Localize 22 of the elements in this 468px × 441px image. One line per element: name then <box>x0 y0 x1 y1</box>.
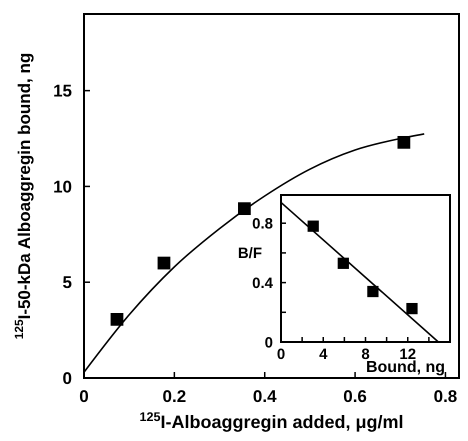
point <box>338 258 349 269</box>
x-tick-label: 0 <box>79 387 89 406</box>
point <box>110 313 124 326</box>
x-axis-title: $^{125}$I-Alboaggregin added, μg/ml <box>139 410 404 432</box>
point <box>158 256 170 270</box>
x-axis-title: Bound, ng <box>366 359 446 376</box>
point <box>406 302 418 314</box>
y-tick-label: 0.8 <box>252 215 273 232</box>
y-tick-label: 15 <box>53 82 72 101</box>
x-tick-label: 0.6 <box>343 387 367 406</box>
y-tick-label: 5 <box>62 273 72 292</box>
x-tick-label: 0.2 <box>162 387 186 406</box>
y-tick-label: 10 <box>53 177 72 196</box>
x-tick-label: 0 <box>276 346 286 363</box>
y-tick-label: 0 <box>62 368 72 388</box>
y-tick-label: 0.4 <box>252 274 274 292</box>
point <box>308 220 319 232</box>
x-tick-label: 4 <box>319 346 328 363</box>
y-tick-label: 0 <box>264 334 273 352</box>
point <box>367 286 379 298</box>
y-axis-title: B/F <box>238 245 262 262</box>
x-tick-label: 0.8 <box>434 387 458 406</box>
